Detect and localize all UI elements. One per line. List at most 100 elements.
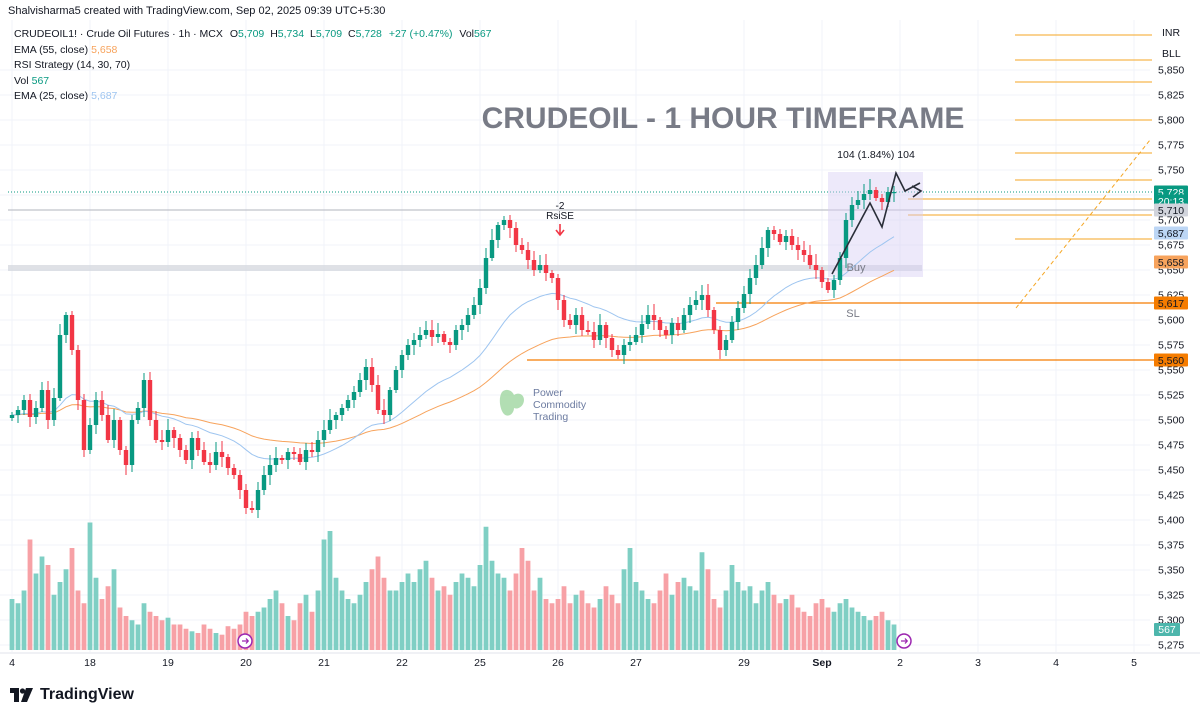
volume-bar [561, 586, 567, 650]
price-axis[interactable]: INRBLL5,8505,8255,8005,7755,7505,7255,70… [1154, 27, 1188, 652]
candle-body [837, 258, 843, 280]
candle-body [345, 400, 351, 408]
volume-bar [357, 594, 363, 650]
volume-bar [225, 626, 231, 650]
candle-body [651, 315, 657, 320]
legend-ema25-row[interactable]: EMA (25, close) 5,687 [14, 90, 118, 102]
candle-body [543, 265, 549, 273]
candle-body [231, 468, 237, 475]
candle-body [735, 308, 741, 322]
price-badge: 5,710 [1154, 203, 1188, 217]
legend-symbol[interactable]: CRUDEOIL1! · Crude Oil Futures · 1h · MC… [14, 28, 223, 40]
candle-body [549, 273, 555, 278]
candle [501, 216, 507, 230]
candle-body [399, 355, 405, 370]
volume-bar [537, 577, 543, 650]
volume-bar [765, 582, 771, 650]
candle [867, 179, 873, 200]
legend-vol-row[interactable]: Vol 567 [14, 74, 50, 87]
candle [207, 453, 213, 473]
candle [141, 373, 147, 417]
candle [693, 291, 699, 310]
volume-bar [315, 590, 321, 650]
candle-body [219, 452, 225, 457]
volume-bar [417, 569, 423, 650]
time-tick: Sep [812, 657, 831, 669]
volume-bar [213, 633, 219, 650]
candle-body [273, 458, 279, 465]
candle [57, 324, 63, 401]
volume-bar [33, 573, 39, 650]
candle [249, 501, 255, 513]
candle-body [759, 248, 765, 265]
volume-bar [483, 526, 489, 650]
candle-body [471, 305, 477, 315]
candle [555, 274, 561, 310]
volume-bar [753, 603, 759, 650]
svg-text:5,658: 5,658 [1158, 257, 1184, 269]
candle-body [129, 420, 135, 465]
candle [297, 448, 303, 465]
candle [591, 322, 597, 348]
candle-body [81, 400, 87, 450]
unit-label: BLL [1162, 48, 1181, 60]
time-axis[interactable]: 4 18 19 20 21 22 25 26 27 29 Sep 2 3 4 5 [0, 652, 1200, 669]
candle-body [285, 452, 291, 460]
tradingview-logo[interactable]: TradingView [10, 686, 134, 704]
candle [795, 237, 801, 260]
candle [747, 269, 753, 304]
volume-bar [399, 582, 405, 650]
candle-body [87, 425, 93, 450]
volume-bar [261, 607, 267, 650]
legend-ema55-row[interactable]: EMA (55, close) 5,658 [14, 43, 118, 56]
candle-body [561, 300, 567, 320]
candle-body [105, 415, 111, 440]
candle [369, 358, 375, 392]
volume-bar [15, 603, 21, 650]
candle-body [201, 450, 207, 462]
legend-rsi-row[interactable]: RSI Strategy (14, 30, 70) [14, 59, 131, 71]
candle-body [225, 457, 231, 468]
event-markers[interactable] [237, 633, 912, 649]
time-tick: 26 [552, 657, 564, 669]
price-tick: 5,525 [1158, 390, 1184, 402]
event-marker-icon [237, 633, 253, 649]
candle-body [411, 340, 417, 345]
candle [21, 395, 27, 415]
time-tick: 21 [318, 657, 330, 669]
legend-symbol-row: CRUDEOIL1! · Crude Oil Futures · 1h · MC… [14, 28, 492, 40]
candle [33, 401, 39, 424]
volume-bar [249, 616, 255, 650]
volume-bar [141, 603, 147, 650]
candle [873, 187, 879, 201]
volume-bar [177, 624, 183, 650]
volume-bar [447, 594, 453, 650]
volume-bar [147, 611, 153, 650]
candle [459, 319, 465, 340]
candle [723, 335, 729, 356]
candle [93, 392, 99, 434]
candle [633, 327, 639, 345]
legend-ema25-value: 5,687 [91, 90, 118, 102]
candle [327, 409, 333, 434]
candle [735, 301, 741, 330]
volume-bar [369, 569, 375, 650]
volume-bar [333, 577, 339, 650]
candle-body [195, 438, 201, 450]
candle [519, 238, 525, 254]
volume-bar [291, 620, 297, 650]
candle-body [213, 452, 219, 465]
volume-bar [255, 611, 261, 650]
volume-bar [801, 611, 807, 650]
candle-body [855, 200, 861, 205]
volume-bar [519, 548, 525, 650]
volume-bar [111, 569, 117, 650]
watermark-line1: Power [533, 387, 563, 399]
candle-body [525, 250, 531, 260]
candle [261, 466, 267, 495]
drawings[interactable] [831, 170, 923, 275]
price-badge: 5,687 [1154, 226, 1188, 240]
candle-body [423, 330, 429, 335]
candle-body [93, 400, 99, 425]
